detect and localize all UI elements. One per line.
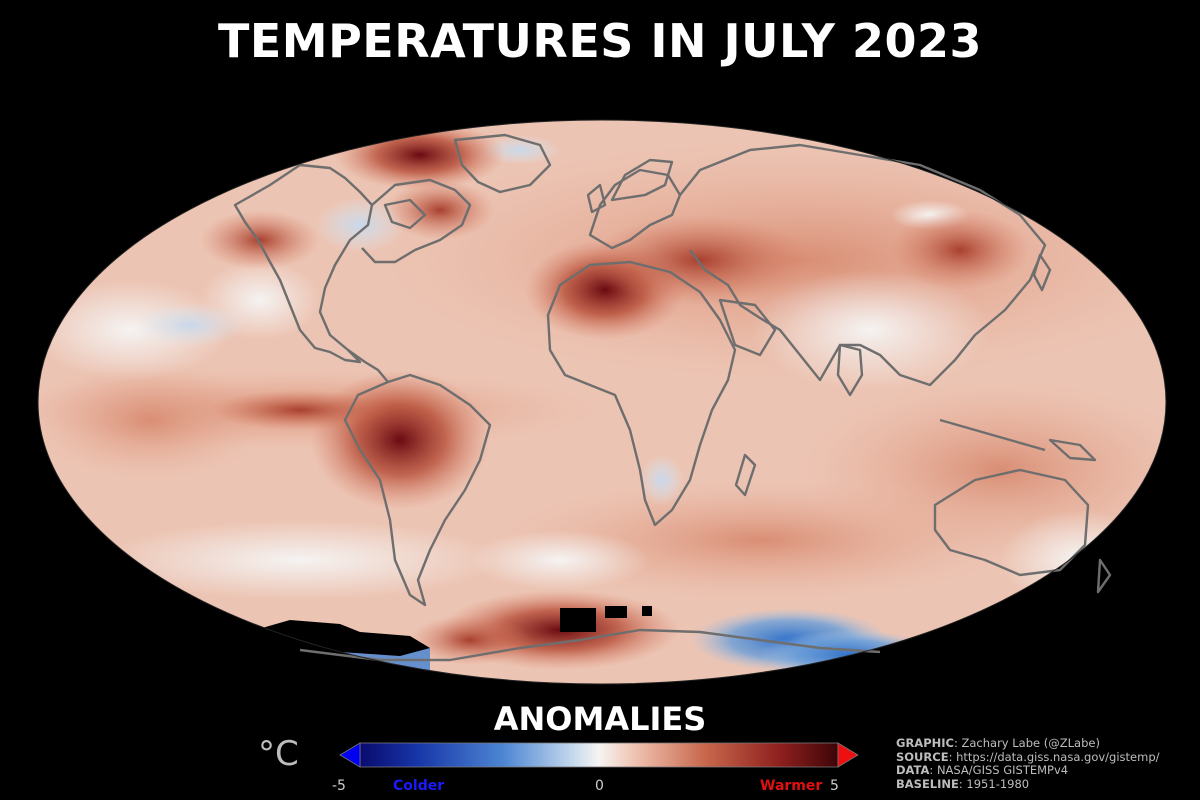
coastline-uk	[586, 183, 607, 214]
credit-source: SOURCE: https://data.giss.nasa.gov/giste…	[896, 749, 1160, 764]
colorbar-tick-min: -5	[332, 778, 346, 794]
coastline-asia	[679, 143, 1047, 387]
coastline-new-zealand	[1096, 558, 1112, 594]
warmer-label: Warmer	[760, 778, 823, 794]
coastline-canada-east	[361, 178, 472, 264]
colder-label: Colder	[393, 778, 445, 794]
coastline-japan	[1032, 253, 1052, 292]
page-title: TEMPERATURES IN JULY 2023	[218, 14, 982, 68]
missing-data-area	[262, 620, 430, 656]
colorbar-tick-zero: 0	[595, 778, 604, 794]
credits-block: GRAPHIC: Zachary Labe (@ZLabe) SOURCE: h…	[896, 736, 1196, 791]
coastline-madagascar	[734, 453, 757, 497]
coastline-arabia	[718, 298, 777, 357]
credit-data: DATA: NASA/GISS GISTEMPv4	[896, 763, 1069, 777]
coastline-india	[836, 343, 864, 397]
coastlines	[233, 133, 1112, 662]
missing-data-area	[560, 608, 596, 632]
coastline-antarctica	[299, 628, 881, 662]
credit-baseline: BASELINE: 1951-1980	[896, 776, 1030, 791]
coastline-hudson	[383, 198, 427, 230]
coastline-africa	[546, 260, 737, 527]
legend-title: ANOMALIES	[493, 700, 707, 738]
colorbar-min-extend	[339, 742, 361, 768]
missing-data-area	[642, 606, 652, 616]
unit-label: °C	[258, 734, 299, 774]
colorbar	[339, 742, 859, 768]
coastline-indonesia	[939, 418, 1046, 452]
credit-graphic: GRAPHIC: Zachary Labe (@ZLabe)	[896, 736, 1100, 750]
missing-data-area	[605, 606, 627, 618]
colorbar-tick-max: 5	[830, 778, 839, 794]
coastline-greenland	[453, 133, 552, 194]
coastline-north-america	[233, 163, 374, 364]
coastline-south-america	[343, 373, 492, 607]
colorbar-max-extend	[837, 742, 859, 768]
coastline-new-guinea	[1048, 438, 1097, 462]
coastline-scandinavia	[610, 158, 674, 202]
coastline-central-america	[347, 349, 389, 383]
